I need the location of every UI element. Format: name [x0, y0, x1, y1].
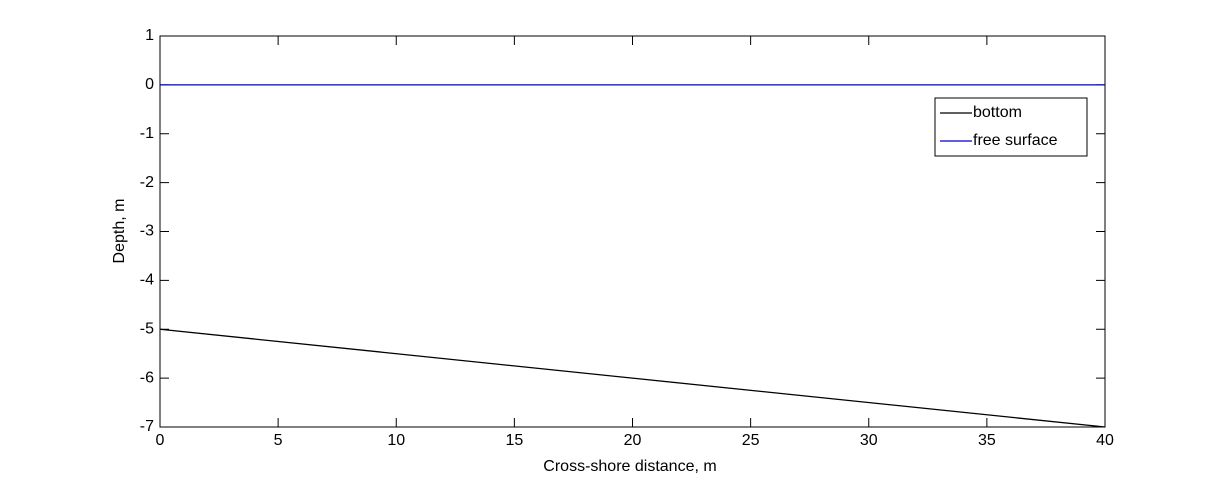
line-series: [159, 328, 1106, 428]
legend-label: bottom: [973, 104, 1022, 121]
x-tick-label: 15: [505, 432, 523, 449]
y-tick-label: -4: [140, 272, 154, 289]
y-tick-label: -7: [140, 418, 154, 435]
x-tick-label: 40: [1096, 432, 1114, 449]
x-axis-label: Cross-shore distance, m: [543, 458, 716, 475]
legend-box: [934, 97, 1088, 157]
x-tick-label: 20: [624, 432, 642, 449]
y-tick-label: -3: [140, 223, 154, 240]
x-tick-label: 10: [387, 432, 405, 449]
y-tick-label: -1: [140, 125, 154, 142]
x-tick-label: 0: [156, 432, 165, 449]
x-tick-label: 5: [274, 432, 283, 449]
x-tick-label: 35: [978, 432, 996, 449]
plot-area: [159, 35, 1106, 428]
y-tick-label: 1: [145, 27, 154, 44]
y-tick-label: -6: [140, 369, 154, 386]
y-tick-label: -2: [140, 174, 154, 191]
legend-label: free surface: [973, 132, 1058, 149]
y-tick-label: -5: [140, 320, 154, 337]
x-tick-label: 25: [742, 432, 760, 449]
y-tick-label: 0: [145, 76, 154, 93]
y-axis-label: Depth, m: [111, 199, 128, 264]
x-tick-label: 30: [860, 432, 878, 449]
